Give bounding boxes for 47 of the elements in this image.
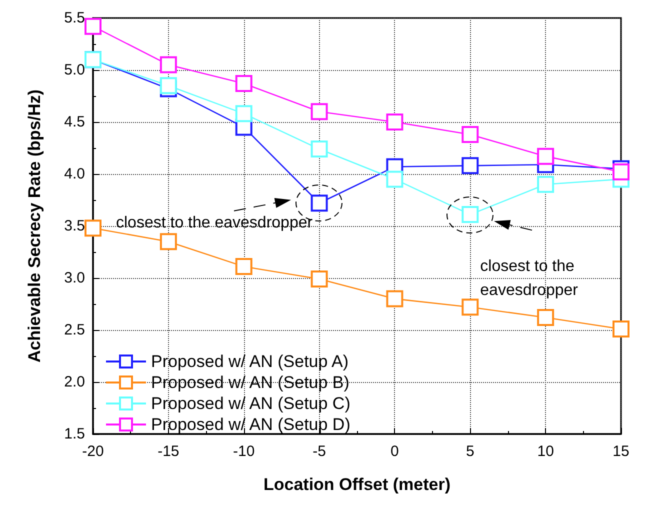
y-tick-label: 4.5	[64, 114, 85, 130]
y-tick-label: 2.0	[64, 374, 85, 390]
point	[537, 309, 554, 326]
point	[310, 270, 328, 288]
y-tick-label: 5.0	[64, 62, 85, 78]
point	[310, 140, 328, 158]
point	[160, 56, 177, 74]
x-tick-label: 0	[390, 443, 399, 460]
legend-label: Proposed w/ AN (Setup A)	[151, 352, 348, 371]
y-tick-label: 5.5	[64, 10, 85, 26]
point	[462, 298, 479, 316]
y-tick-label: 2.5	[64, 322, 85, 338]
legend-label: Proposed w/ AN (Setup C)	[151, 394, 350, 413]
legend-label: Proposed w/ AN (Setup B)	[151, 373, 350, 392]
point	[386, 114, 404, 130]
point	[386, 170, 404, 188]
y-axis-title: Achievable Secrecy Rate (bps/Hz)	[25, 89, 44, 363]
point	[537, 148, 554, 165]
point	[612, 163, 630, 180]
x-tick-label: 5	[466, 443, 474, 460]
point	[462, 157, 479, 174]
legend-label: Proposed w/ AN (Setup D)	[151, 415, 350, 434]
point	[537, 176, 554, 193]
y-tick-label: 3.0	[64, 270, 85, 286]
point	[160, 233, 177, 250]
point	[462, 126, 479, 143]
point	[84, 220, 102, 237]
point	[386, 290, 404, 308]
x-axis-title: Location Offset (meter)	[263, 475, 451, 494]
x-tick-label: 10	[537, 443, 554, 460]
x-tick-label: -15	[158, 443, 180, 460]
y-tick-label: 4.0	[64, 166, 85, 182]
point	[310, 103, 328, 120]
x-tick-label: -10	[233, 443, 255, 460]
point	[84, 18, 102, 35]
annotation: closest to the eavesdropper	[480, 258, 579, 300]
x-tick-label: 15	[612, 443, 630, 460]
point	[160, 77, 177, 94]
annotation: closest to the eavesdropper	[116, 214, 314, 232]
point	[612, 320, 630, 338]
x-tick-label: -5	[312, 443, 326, 460]
point	[235, 258, 252, 276]
y-tick-label: 1.5	[64, 426, 85, 442]
x-tick-label: -20	[82, 443, 104, 460]
point	[235, 75, 252, 92]
y-tick-label: 3.5	[64, 218, 85, 234]
point	[235, 105, 252, 122]
